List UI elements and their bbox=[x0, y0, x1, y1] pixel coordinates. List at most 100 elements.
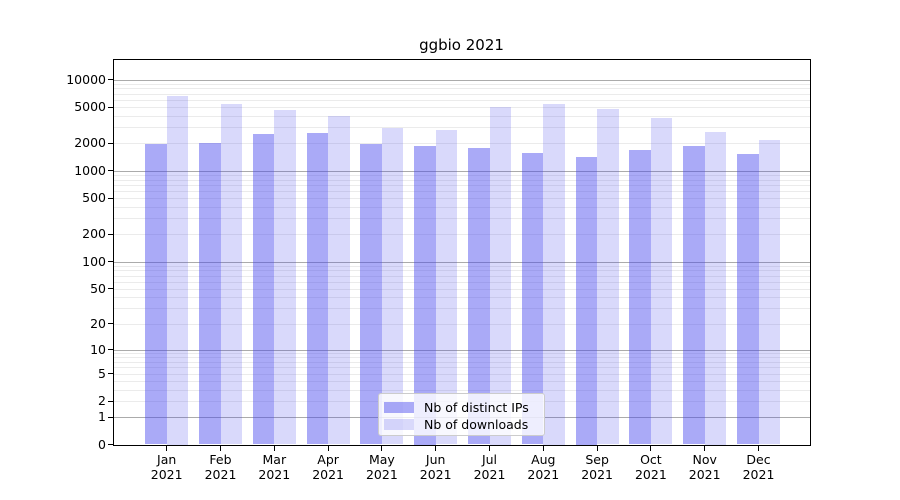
y-tick-mark bbox=[108, 261, 113, 263]
x-tick-label: Feb 2021 bbox=[204, 452, 237, 482]
gridline-major bbox=[114, 79, 810, 81]
y-tick-mark bbox=[108, 142, 113, 144]
x-tick-mark bbox=[596, 446, 598, 451]
gridline-layer bbox=[114, 60, 810, 445]
y-tick-label: 5 bbox=[98, 365, 106, 381]
gridline-minor bbox=[114, 389, 810, 391]
gridline-minor bbox=[114, 107, 810, 108]
legend-label-distinct-ips: Nb of distinct IPs bbox=[424, 400, 529, 415]
gridline-minor bbox=[114, 218, 810, 220]
legend-item-downloads: Nb of downloads bbox=[384, 416, 536, 433]
x-tick-label: Mar 2021 bbox=[258, 452, 291, 482]
x-tick-label: Jun 2021 bbox=[419, 452, 452, 482]
gridline-minor bbox=[114, 234, 810, 236]
y-tick-label: 5000 bbox=[74, 99, 106, 114]
x-tick-label: May 2021 bbox=[365, 452, 398, 482]
legend-swatch-downloads bbox=[384, 419, 414, 430]
x-tick-label: Jan 2021 bbox=[150, 452, 183, 482]
y-tick-label: 1000 bbox=[74, 162, 106, 178]
bar-downloads bbox=[704, 131, 727, 445]
x-tick-mark bbox=[381, 446, 383, 451]
x-tick-mark bbox=[489, 446, 490, 451]
gridline-minor bbox=[114, 174, 810, 176]
bar-downloads bbox=[381, 127, 404, 445]
gridline-minor bbox=[114, 373, 810, 375]
bar-downloads bbox=[274, 110, 296, 445]
bar-distinct-ips bbox=[629, 149, 651, 445]
bar-distinct-ips bbox=[199, 142, 221, 445]
gridline-minor bbox=[114, 99, 810, 101]
x-tick-mark bbox=[650, 446, 652, 451]
gridline-minor bbox=[114, 323, 810, 325]
gridline-minor bbox=[114, 297, 810, 299]
y-tick-mark bbox=[108, 197, 113, 199]
x-tick-label: Aug 2021 bbox=[527, 452, 560, 482]
bar-distinct-ips bbox=[145, 144, 167, 445]
x-tick-mark bbox=[704, 446, 706, 451]
gridline-minor bbox=[114, 88, 810, 90]
x-tick-mark bbox=[273, 446, 275, 451]
gridline-minor bbox=[114, 127, 810, 129]
bar-downloads bbox=[328, 116, 350, 445]
gridline-major bbox=[114, 261, 810, 263]
bars-layer bbox=[114, 60, 810, 445]
x-tick-label: Oct 2021 bbox=[634, 452, 667, 482]
bar-distinct-ips bbox=[521, 152, 544, 445]
x-tick-label: Dec 2021 bbox=[742, 452, 775, 482]
x-tick-mark bbox=[435, 446, 437, 451]
y-tick-mark bbox=[108, 233, 113, 235]
gridline-minor bbox=[114, 83, 810, 85]
gridline-minor bbox=[114, 308, 810, 310]
y-tick-label: 0 bbox=[98, 436, 106, 452]
gridline-minor bbox=[114, 288, 810, 290]
bar-downloads bbox=[758, 139, 780, 445]
y-tick-mark bbox=[108, 79, 113, 80]
x-tick-mark bbox=[327, 446, 329, 451]
gridline-minor bbox=[114, 357, 810, 359]
gridline-minor bbox=[114, 275, 810, 277]
bar-distinct-ips bbox=[414, 145, 436, 445]
x-tick-label: Jul 2021 bbox=[473, 452, 506, 482]
gridline-minor bbox=[114, 179, 810, 181]
bar-downloads bbox=[166, 96, 189, 445]
bar-downloads bbox=[650, 117, 673, 445]
y-tick-mark bbox=[108, 106, 113, 108]
plot-area bbox=[113, 59, 811, 446]
bar-distinct-ips bbox=[683, 145, 705, 445]
y-tick-label: 20 bbox=[90, 315, 106, 331]
y-tick-mark bbox=[108, 288, 113, 290]
y-tick-label: 10000 bbox=[66, 71, 106, 87]
y-tick-mark bbox=[108, 373, 113, 374]
y-tick-mark bbox=[108, 170, 113, 172]
gridline-minor bbox=[114, 190, 810, 192]
y-tick-mark bbox=[108, 400, 113, 402]
y-tick-label: 50 bbox=[90, 280, 106, 296]
legend-label-downloads: Nb of downloads bbox=[424, 417, 529, 432]
y-tick-mark bbox=[108, 349, 113, 350]
bar-distinct-ips bbox=[360, 144, 382, 445]
gridline-minor bbox=[114, 281, 810, 283]
y-tick-label: 200 bbox=[82, 226, 106, 242]
legend-item-distinct-ips: Nb of distinct IPs bbox=[384, 399, 536, 416]
gridline-minor bbox=[114, 367, 810, 369]
y-tick-label: 2000 bbox=[74, 135, 106, 151]
gridline-minor bbox=[114, 270, 810, 272]
y-tick-label: 1 bbox=[98, 409, 106, 424]
x-tick-label: Sep 2021 bbox=[581, 452, 613, 482]
bar-downloads bbox=[435, 130, 458, 445]
bar-distinct-ips bbox=[468, 147, 490, 445]
bar-distinct-ips bbox=[737, 154, 759, 445]
y-tick-label: 100 bbox=[82, 253, 106, 269]
y-tick-mark bbox=[108, 444, 113, 445]
x-tick-label: Apr 2021 bbox=[312, 452, 344, 482]
x-tick-label: Nov 2021 bbox=[688, 452, 721, 482]
gridline-minor bbox=[114, 198, 810, 200]
gridline-minor bbox=[114, 207, 810, 208]
gridline-major bbox=[114, 349, 810, 351]
gridline-major bbox=[114, 170, 810, 172]
gridline-minor bbox=[114, 143, 810, 145]
gridline-minor bbox=[114, 362, 810, 364]
gridline-minor bbox=[114, 380, 810, 382]
y-tick-mark bbox=[108, 323, 113, 325]
